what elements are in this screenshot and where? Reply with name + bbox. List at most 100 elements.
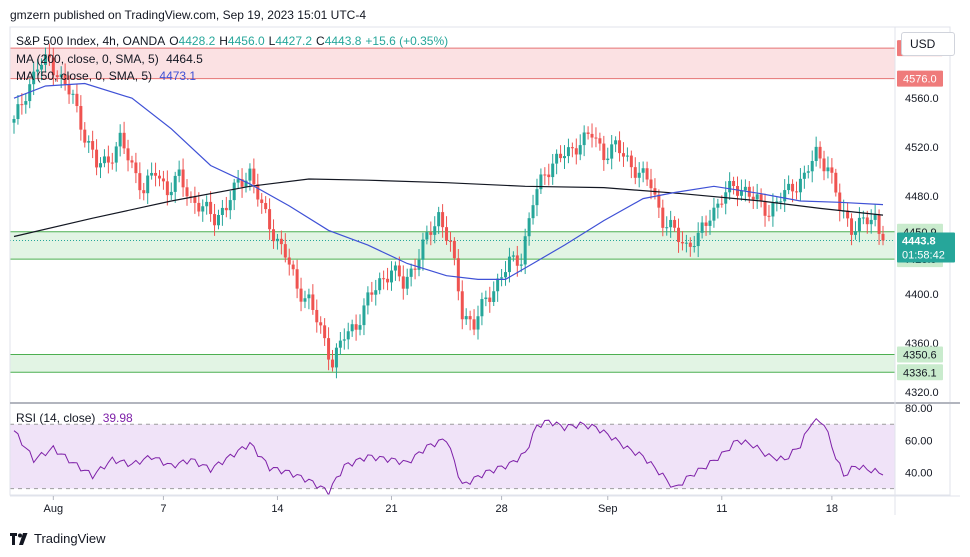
candle	[299, 277, 303, 312]
ohlc-close-label: C	[316, 34, 325, 48]
candle	[661, 199, 665, 237]
candle	[452, 237, 456, 266]
candle-body	[759, 194, 763, 201]
candle	[417, 249, 421, 277]
candle-body	[240, 179, 244, 187]
candle	[625, 147, 629, 162]
candle	[798, 168, 802, 202]
candle	[688, 237, 692, 257]
candle	[51, 47, 55, 86]
candle	[680, 231, 684, 251]
candle	[437, 206, 441, 235]
candle-body	[739, 190, 743, 196]
candle-body	[177, 169, 181, 176]
candle-body	[193, 196, 197, 203]
candle	[378, 272, 382, 295]
candle-body	[877, 214, 881, 234]
candle-body	[393, 265, 397, 271]
candle-body	[299, 288, 303, 302]
rsi-band	[10, 424, 895, 489]
candle-body	[838, 192, 842, 211]
currency-button[interactable]: USD	[901, 32, 955, 56]
candle-body	[692, 246, 696, 248]
candle	[75, 84, 79, 113]
candle	[488, 286, 492, 313]
ma200-value: 4464.5	[166, 52, 203, 66]
candle	[331, 349, 335, 372]
candle	[275, 233, 279, 250]
candle	[519, 253, 523, 273]
candle-body	[562, 156, 566, 159]
candle-body	[20, 104, 24, 106]
candle-body	[350, 324, 354, 332]
candle	[28, 78, 32, 109]
candle-body	[755, 194, 759, 200]
candle-body	[500, 277, 504, 279]
candle	[464, 308, 468, 325]
brand-name: TradingView	[34, 531, 106, 546]
candle-body	[857, 217, 861, 232]
candle-body	[260, 199, 264, 204]
candle-body	[460, 291, 464, 320]
candle	[401, 265, 405, 300]
candle	[165, 170, 169, 206]
candle-body	[445, 227, 449, 241]
time-tick-label: 28	[495, 503, 507, 515]
candle-body	[173, 175, 177, 192]
candle-body	[413, 268, 417, 270]
level-tag-label: 4336.1	[903, 367, 937, 379]
candle-body	[645, 168, 649, 180]
candle	[574, 138, 578, 165]
candle-body	[818, 146, 822, 159]
candle-body	[389, 270, 393, 283]
rsi-tick-label: 80.00	[905, 403, 933, 415]
candle-body	[232, 182, 236, 201]
candle-body	[354, 324, 358, 330]
candle	[826, 156, 830, 179]
candle-body	[673, 219, 677, 228]
candle	[618, 131, 622, 162]
candle	[425, 225, 429, 245]
candle	[205, 195, 209, 215]
candle	[47, 43, 51, 66]
candle	[177, 160, 181, 183]
candle-body	[252, 168, 256, 185]
candle-body	[641, 168, 645, 173]
candle	[500, 269, 504, 287]
candle	[712, 197, 716, 228]
candle-body	[586, 132, 590, 134]
candle-body	[492, 291, 496, 302]
candle-body	[110, 162, 114, 164]
candle	[657, 189, 661, 219]
candle	[700, 216, 704, 239]
candle-body	[433, 226, 437, 235]
rsi-tick-label: 40.00	[905, 468, 933, 480]
rsi-label: RSI (14, close)	[16, 411, 96, 425]
candle	[338, 332, 342, 355]
candle	[794, 181, 798, 200]
candle	[535, 178, 539, 217]
candle-body	[846, 210, 850, 219]
candle	[881, 225, 885, 246]
candle	[118, 124, 122, 157]
candle-body	[511, 255, 515, 257]
candle-body	[264, 203, 268, 210]
candle-body	[146, 175, 150, 194]
candle-body	[201, 206, 205, 212]
candle-body	[213, 214, 217, 226]
candle-body	[452, 240, 456, 259]
candle	[853, 221, 857, 240]
candle	[704, 215, 708, 236]
candle	[91, 130, 95, 159]
candle-body	[118, 132, 122, 147]
last-price-label: 4443.8	[902, 235, 936, 247]
candle	[877, 209, 881, 245]
candle	[130, 155, 134, 169]
candle	[767, 204, 771, 222]
candle-body	[401, 276, 405, 289]
candle-body	[881, 233, 885, 241]
ohlc-close-value: 4443.8	[324, 34, 362, 48]
candle	[397, 256, 401, 282]
candle-body	[637, 172, 641, 178]
candle	[393, 261, 397, 281]
